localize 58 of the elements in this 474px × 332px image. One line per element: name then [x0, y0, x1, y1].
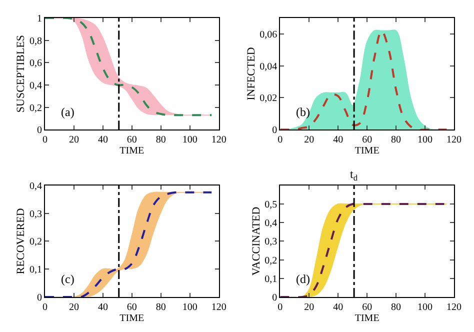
x-tick-label: 100: [418, 302, 433, 313]
annotation: (a): [61, 105, 74, 119]
y-tick-label: 0,02: [260, 93, 278, 104]
y-tick-label: 0,1: [30, 264, 42, 276]
y-tick-label: 0: [37, 125, 42, 136]
x-tick-label: 80: [391, 302, 402, 313]
x-tick-label: 20: [68, 302, 79, 313]
x-axis-title: TIME: [354, 313, 380, 324]
y-tick-label: 0,3: [30, 208, 42, 220]
x-axis-title: TIME: [120, 313, 144, 324]
y-tick-label: 0,5: [264, 200, 278, 210]
y-tick-label: 0,2: [30, 236, 42, 248]
x-tick-label: 20: [304, 302, 314, 313]
y-axis-title: VACCINATED: [250, 206, 262, 276]
y-axis-title: INFECTED: [245, 47, 258, 100]
y-tick-label: 1: [37, 14, 42, 24]
y-tick-label: 0,8: [30, 36, 42, 47]
y-tick-label: 0: [37, 292, 42, 304]
y-tick-label: 0,06: [260, 29, 278, 40]
x-tick-label: 100: [182, 302, 198, 313]
x-tick-label: 80: [156, 134, 166, 146]
x-tick-label: 40: [98, 302, 108, 313]
y-tick-label: 0,4: [264, 218, 278, 230]
x-tick-label: 60: [126, 134, 137, 146]
annotation: (d): [296, 272, 310, 286]
x-tick-label: 120: [446, 134, 462, 146]
x-tick-label: 100: [418, 134, 433, 146]
annotation: (b): [296, 105, 310, 119]
x-tick-label: 120: [446, 302, 462, 313]
y-axis-title: SUSCEPTIBLES: [15, 34, 28, 113]
x-tick-label: 120: [211, 302, 226, 313]
ref-line-label: t$_{d}$: [350, 167, 358, 183]
x-tick-label: 40: [333, 302, 344, 313]
y-tick-label: 0,2: [30, 102, 42, 114]
x-tick-label: 60: [362, 134, 372, 146]
y-tick-label: 0: [272, 125, 278, 136]
x-tick-label: 40: [98, 134, 108, 146]
x-axis-title: TIME: [354, 146, 380, 157]
y-tick-label: 0,4: [30, 180, 42, 192]
x-tick-label: 80: [156, 302, 166, 313]
x-tick-label: 20: [304, 134, 314, 146]
x-axis-title: TIME: [120, 146, 144, 157]
y-axis-title: RECOVERED: [15, 208, 28, 274]
y-tick-label: 0,1: [264, 274, 278, 285]
x-tick-label: 80: [391, 134, 402, 146]
y-tick-label: 0: [272, 292, 278, 304]
x-tick-label: 100: [182, 134, 198, 146]
y-tick-label: 0,3: [264, 236, 278, 248]
y-tick-label: 0,4: [30, 80, 42, 92]
x-tick-label: 20: [68, 134, 79, 146]
x-tick-label: 40: [333, 134, 344, 146]
annotation: (c): [61, 272, 74, 286]
y-tick-label: 0,04: [260, 61, 278, 72]
x-tick-label: 60: [126, 302, 137, 313]
y-tick-label: 0,6: [30, 58, 42, 70]
y-tick-label: 0,2: [264, 255, 278, 266]
x-tick-label: 60: [362, 302, 372, 313]
x-tick-label: 120: [211, 134, 226, 146]
